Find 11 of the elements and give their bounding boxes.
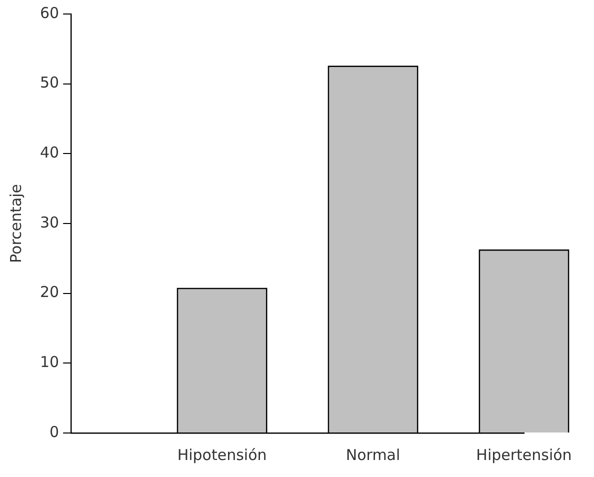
y-tick-label: 60	[40, 4, 60, 22]
x-tick-label: Normal	[346, 446, 400, 464]
y-axis-title: Porcentaje	[6, 184, 25, 263]
y-tick-label: 40	[40, 144, 60, 162]
x-tick-label: Hipertensión	[476, 446, 572, 464]
y-tick-label: 0	[50, 422, 60, 441]
y-tick-label: 20	[40, 283, 60, 302]
y-tick-label: 30	[40, 213, 60, 232]
y-tick-label: 10	[40, 353, 60, 372]
y-tick-label: 50	[40, 74, 60, 92]
x-tick-label: Hipotensión	[177, 446, 267, 464]
